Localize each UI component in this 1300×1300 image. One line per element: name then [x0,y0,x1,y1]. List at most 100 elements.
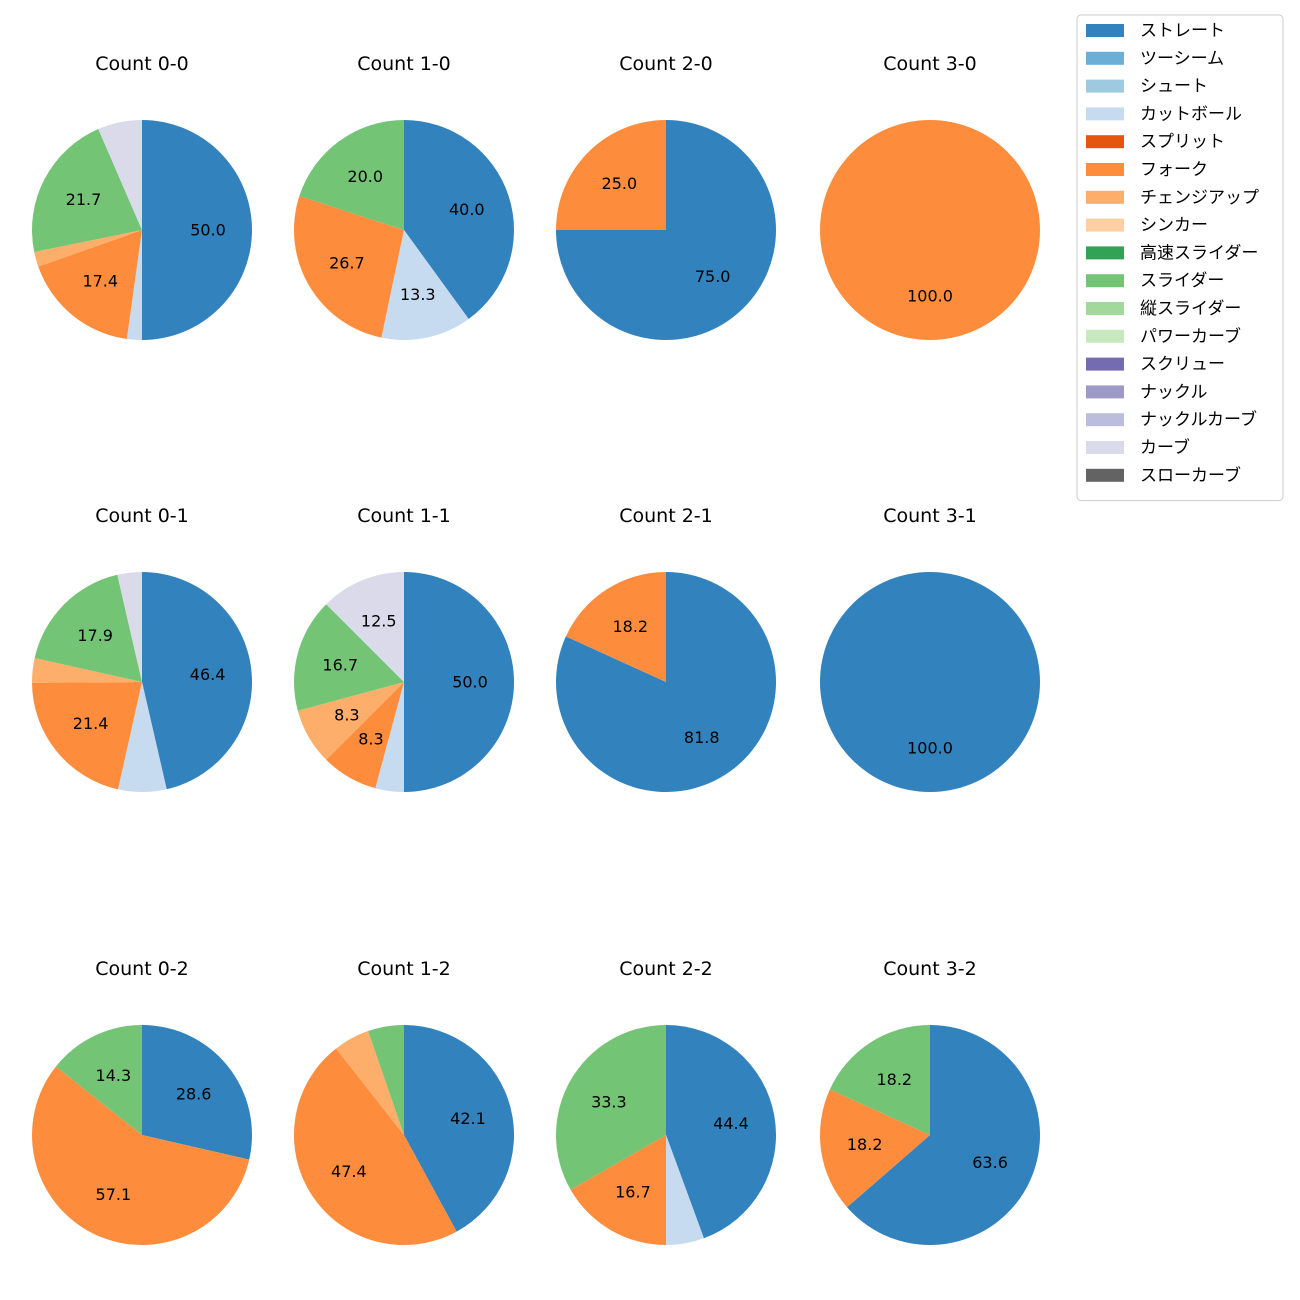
pie-title: Count 0-1 [95,505,189,527]
legend-swatch [1086,357,1124,371]
legend-label: 縦スライダー [1140,299,1241,319]
pie-percent-label: 81.8 [684,728,720,747]
pie-percent-label: 63.6 [972,1153,1008,1172]
pie-slice-10 [32,129,142,252]
pie-title: Count 3-1 [883,505,977,527]
legend-item-2: ツーシーム [1086,49,1224,69]
pie-percent-label: 8.3 [358,730,383,749]
pie-slice-6 [820,1089,930,1208]
legend-swatch [1086,246,1124,260]
legend-label: チェンジアップ [1140,188,1259,208]
pie-count-3-0: Count 3-0 100.0 [820,53,1040,340]
legend: ストレートツーシームシュートカットボールスプリットフォークチェンジアップシンカー… [1076,14,1284,502]
legend-swatch [1086,51,1124,65]
pie-slice-1 [847,1025,1041,1245]
pie-charts: Count 0-0 50.0 17.4 21.7 Count 1-0 40.0 13.3 26… [31,53,1041,1246]
pie-count-2-2: Count 2-2 44.4 16.7 33.3 [555,958,776,1245]
pie-percent-label: 26.7 [329,254,365,273]
pie-percent-label: 16.7 [322,655,358,674]
pie-slice-4 [375,682,404,792]
legend-swatch [1086,218,1124,232]
pie-count-2-1: Count 2-1 81.8 18.2 [556,505,777,792]
legend-label: ナックルカーブ [1140,409,1257,430]
pie-slice-16 [117,571,142,682]
legend-label: フォーク [1140,160,1208,180]
legend-swatch [1086,24,1124,37]
pie-slice-1 [142,1025,253,1160]
pie-slice-1 [666,1025,776,1239]
pie-percent-label: 28.6 [176,1084,212,1103]
pie-slice-1 [142,572,253,790]
pie-percent-label: 46.4 [190,665,226,684]
pie-slice-4 [118,682,167,793]
pie-slice-1 [556,572,777,792]
legend-item-12: パワーカーブ [1086,326,1241,347]
pie-percent-label: 57.1 [96,1185,132,1204]
legend-item-1: ストレート [1086,21,1225,41]
legend-label: パワーカーブ [1140,326,1241,347]
pie-percent-label: 8.3 [334,706,359,725]
pie-slice-1 [820,572,1040,792]
pie-title: Count 1-1 [357,505,451,527]
pie-percent-label: 25.0 [602,174,638,193]
pie-slice-6 [293,196,404,338]
pie-percent-label: 13.3 [400,285,436,304]
legend-item-6: フォーク [1086,160,1208,180]
pie-percent-label: 42.1 [450,1109,486,1128]
legend-frame [1076,14,1284,502]
pie-title: Count 1-0 [357,53,451,75]
pie-percent-label: 44.4 [713,1114,749,1133]
pie-percent-label: 17.9 [77,626,113,645]
pie-slice-1 [404,572,514,792]
pie-count-0-2: Count 0-2 28.6 57.1 14.3 [32,958,253,1245]
legend-item-11: 縦スライダー [1086,299,1241,319]
pie-slice-6 [293,1048,457,1246]
pie-title: Count 2-1 [619,505,713,527]
pie-percent-label: 75.0 [695,267,731,286]
pie-count-1-2: Count 1-2 42.1 47.4 [293,958,515,1246]
legend-item-7: チェンジアップ [1086,188,1259,208]
pie-slice-4 [381,230,469,340]
legend-label: ナックル [1140,382,1208,402]
pie-count-0-1: Count 0-1 46.4 21.4 17.9 [31,505,253,793]
pie-slice-4 [126,230,142,340]
legend-label: シンカー [1140,216,1208,236]
pie-slice-10 [829,1025,930,1135]
legend-item-16: カーブ [1086,437,1190,458]
pie-title: Count 1-2 [357,958,451,980]
legend-label: ツーシーム [1140,49,1224,69]
legend-label: スクリュー [1140,355,1225,375]
pie-slice-16 [326,572,404,682]
pie-slice-6 [565,572,666,682]
pie-count-1-0: Count 1-0 40.0 13.3 26.7 20.0 [293,53,515,340]
legend-swatch [1086,190,1124,204]
pie-percent-label: 21.4 [73,714,109,733]
legend-item-8: シンカー [1086,216,1208,236]
pie-percent-label: 40.0 [449,200,485,219]
legend-swatch [1086,413,1124,427]
pie-slice-6 [32,1066,250,1245]
pie-slice-6 [556,120,666,230]
pie-count-2-0: Count 2-0 75.0 25.0 [556,53,776,340]
pie-slice-10 [368,1025,404,1135]
pie-title: Count 2-0 [619,53,713,75]
pie-percent-label: 18.2 [876,1070,912,1089]
legend-swatch [1086,302,1124,315]
pie-percent-label: 16.7 [615,1183,651,1202]
pie-slice-1 [404,1025,515,1232]
pie-slice-6 [38,230,142,339]
legend-item-17: スローカーブ [1086,465,1241,486]
legend-swatch [1086,107,1124,121]
legend-item-4: カットボール [1086,104,1242,124]
pie-slice-4 [666,1135,704,1245]
pie-percent-label: 21.7 [66,190,102,209]
legend-item-13: スクリュー [1086,355,1225,375]
legend-item-10: スライダー [1086,271,1224,291]
legend-item-3: シュート [1086,77,1208,97]
legend-item-5: スプリット [1086,132,1225,152]
pie-percent-label: 100.0 [907,739,953,758]
pie-slice-7 [297,682,404,760]
pie-count-3-1: Count 3-1 100.0 [820,505,1040,792]
pie-slice-16 [98,120,142,230]
